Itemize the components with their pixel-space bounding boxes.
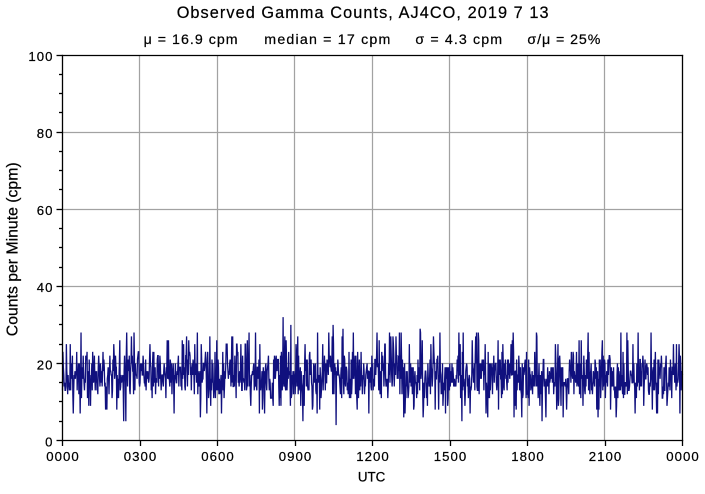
svg-text:100: 100 xyxy=(28,49,53,64)
svg-text:0000: 0000 xyxy=(46,449,80,464)
svg-text:1800: 1800 xyxy=(511,449,545,464)
svg-text:Observed Gamma Counts, AJ4CO,: Observed Gamma Counts, AJ4CO, 2019 7 13 xyxy=(177,4,550,22)
svg-text:0: 0 xyxy=(45,434,53,449)
svg-text:μ = 16.9 cpm: μ = 16.9 cpm xyxy=(144,32,239,48)
svg-text:median = 17 cpm: median = 17 cpm xyxy=(264,32,391,48)
svg-text:80: 80 xyxy=(37,126,54,141)
svg-text:Counts per Minute (cpm): Counts per Minute (cpm) xyxy=(4,162,21,336)
svg-text:1500: 1500 xyxy=(434,449,468,464)
svg-text:0900: 0900 xyxy=(279,449,313,464)
svg-text:60: 60 xyxy=(37,203,54,218)
svg-text:σ = 4.3 cpm: σ = 4.3 cpm xyxy=(415,32,503,48)
svg-text:σ/μ = 25%: σ/μ = 25% xyxy=(527,32,601,48)
svg-text:1200: 1200 xyxy=(356,449,390,464)
svg-text:UTC: UTC xyxy=(358,469,386,484)
svg-text:0600: 0600 xyxy=(201,449,235,464)
svg-text:20: 20 xyxy=(37,357,54,372)
svg-text:0300: 0300 xyxy=(124,449,158,464)
svg-text:2100: 2100 xyxy=(589,449,623,464)
svg-text:40: 40 xyxy=(37,280,54,295)
svg-text:0000: 0000 xyxy=(666,449,700,464)
